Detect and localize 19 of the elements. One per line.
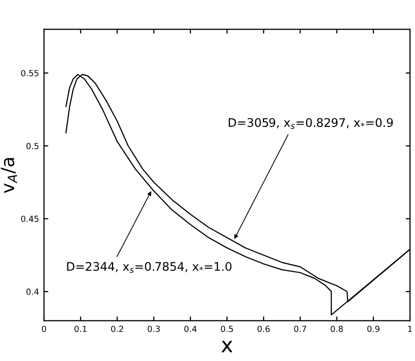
x-tick-label: 0.8	[330, 326, 343, 332]
y-tick-label: 0.45	[21, 216, 38, 222]
y-tick-label: 0.5	[26, 142, 38, 150]
y-axis-title: v$_{A}$/a	[0, 158, 17, 194]
x-tick-label: 0.1	[74, 326, 86, 332]
x-tick-label: 1	[408, 326, 412, 332]
x-tick-label: 0.3	[148, 326, 160, 332]
x-tick-label: 0.6	[258, 326, 270, 332]
x-tick-label: 0.4	[184, 326, 197, 332]
y-tick-label: 0.4	[26, 288, 39, 295]
x-axis-title: x	[221, 340, 232, 352]
x-tick-label: 0.5	[220, 326, 233, 332]
annotation: D=2344, x$_{s}$=0.7854, x$_{*}$=1.0	[67, 262, 232, 273]
x-tick-label: 0.2	[111, 326, 123, 332]
x-tick-label: 0.9	[367, 326, 380, 332]
y-tick-label: 0.55	[21, 70, 38, 76]
x-tick-label: 0	[42, 326, 46, 332]
x-tick-label: 0.7	[294, 326, 306, 332]
annotation: D=3059, x$_{s}$=0.8297, x$_{*}$=0.9	[228, 118, 393, 129]
